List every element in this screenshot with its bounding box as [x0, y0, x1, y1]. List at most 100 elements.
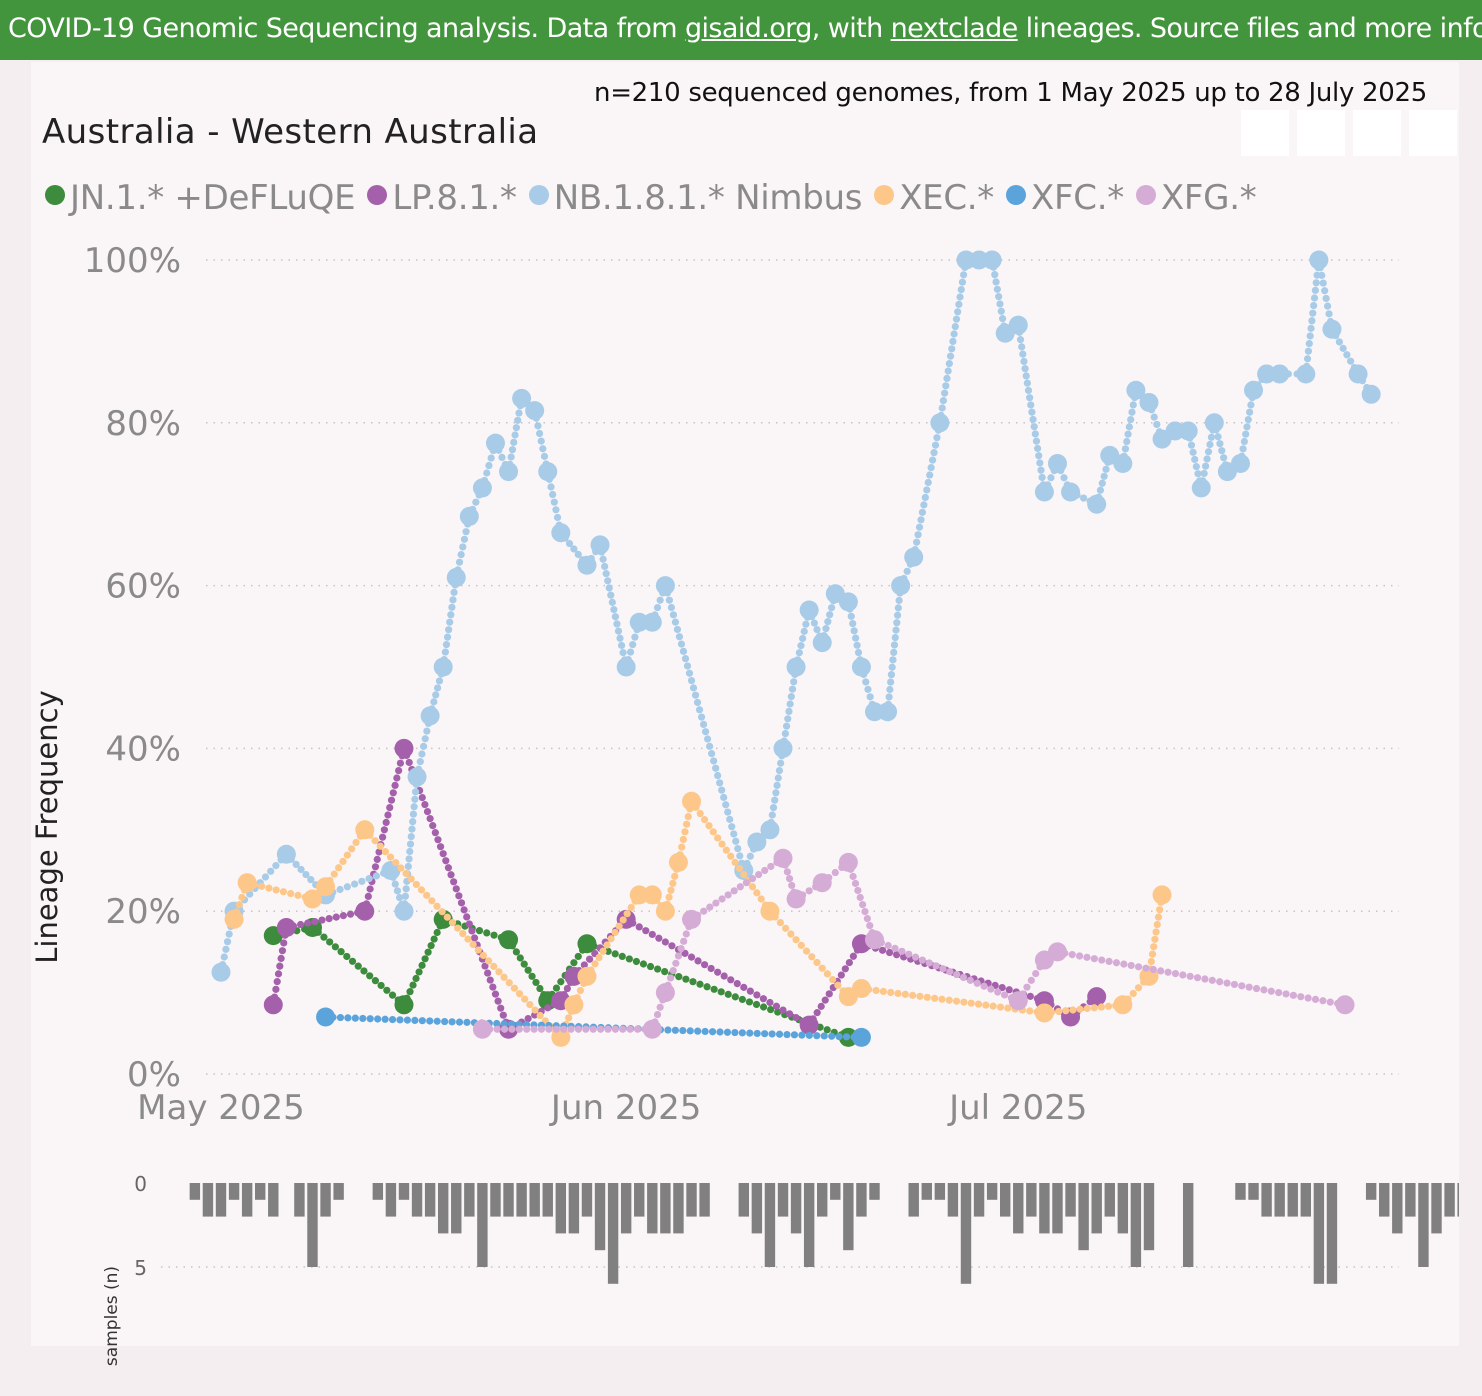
legend-swatch — [45, 185, 65, 205]
series-dot — [626, 648, 635, 656]
series-dot — [1218, 447, 1226, 455]
gisaid-link[interactable]: gisaid.org — [684, 13, 812, 44]
series-dot — [1200, 469, 1208, 478]
data-point — [564, 995, 584, 1015]
series-dot — [532, 978, 540, 987]
series-dot — [619, 916, 627, 924]
series-dot — [1083, 953, 1091, 961]
series-dot — [391, 781, 399, 790]
series-dot — [939, 397, 948, 405]
nextclade-link[interactable]: nextclade — [890, 13, 1019, 44]
series-dot — [484, 957, 493, 965]
series-dot — [683, 662, 692, 670]
data-point — [642, 885, 662, 905]
samples-bar — [660, 1183, 671, 1234]
series-dot — [675, 973, 683, 981]
samples-bar — [1379, 1183, 1390, 1217]
series-dot — [619, 649, 627, 657]
series-dot — [746, 987, 754, 995]
series-dot — [457, 550, 465, 559]
series-dot — [982, 1001, 990, 1009]
toolbar-slot-4[interactable] — [1409, 110, 1457, 156]
series-dot — [813, 625, 821, 634]
series-dot — [837, 971, 845, 979]
series-dot — [1127, 961, 1135, 970]
legend-item[interactable]: JN.1.* +DeFLuQE — [45, 178, 356, 218]
toolbar-slot-2[interactable] — [1297, 110, 1345, 156]
series-dot — [813, 958, 821, 967]
series-dot — [748, 875, 757, 883]
series-dot — [444, 864, 453, 872]
series-dot — [374, 1015, 382, 1023]
series-dot — [1187, 441, 1196, 449]
series-dot — [856, 893, 864, 902]
series-dot — [304, 919, 312, 927]
series-dot — [761, 866, 769, 875]
data-point — [211, 962, 231, 982]
series-dot — [996, 300, 1004, 308]
legend-item[interactable]: NB.1.8.1.* Nimbus — [528, 178, 862, 218]
series-dot — [734, 844, 742, 853]
legend-item[interactable]: LP.8.1.* — [367, 178, 517, 218]
series-dot — [656, 596, 664, 604]
series-dot — [866, 693, 874, 701]
series-dot — [455, 558, 464, 566]
series-dot — [973, 979, 981, 987]
series-dot — [463, 1018, 471, 1026]
series-dot — [938, 404, 946, 412]
series-dot — [330, 870, 338, 878]
series-dot — [667, 886, 675, 894]
series-dot — [631, 633, 639, 641]
data-point — [760, 820, 780, 840]
series-dot — [396, 1016, 404, 1024]
series-dot — [545, 1025, 553, 1033]
series-dot — [987, 985, 995, 993]
series-dot — [665, 596, 674, 604]
series-dot — [779, 1006, 787, 1014]
data-point — [1047, 942, 1067, 962]
series-dot — [1309, 309, 1317, 317]
series-dot — [829, 975, 837, 984]
series-dot — [497, 1004, 505, 1012]
series-dot — [335, 864, 343, 872]
data-point — [577, 555, 597, 575]
series-dot — [1068, 951, 1076, 959]
series-dot — [500, 973, 508, 981]
series-dot — [730, 887, 738, 895]
series-dot — [997, 307, 1005, 315]
toolbar-slot-3[interactable] — [1353, 110, 1401, 156]
series-dot — [1083, 1004, 1091, 1013]
series-dot — [786, 700, 794, 708]
legend-item[interactable]: XEC.* — [874, 178, 994, 218]
toolbar-slot-1[interactable] — [1241, 110, 1289, 156]
series-dot — [834, 981, 842, 989]
legend-item[interactable]: XFG.* — [1135, 178, 1257, 218]
series-dot — [1242, 430, 1250, 438]
series-dot — [1282, 990, 1290, 998]
data-point — [668, 852, 688, 872]
x-tick-label: Jun 2025 — [549, 1088, 701, 1128]
series-dot — [462, 528, 470, 536]
series-dot — [802, 620, 810, 628]
series-dot — [694, 1027, 702, 1035]
series-dot — [614, 627, 623, 635]
series-dot — [406, 988, 414, 996]
series-dot — [949, 337, 957, 345]
data-point — [551, 523, 571, 543]
series-dot — [1129, 989, 1137, 998]
legend-item[interactable]: XFC.* — [1006, 178, 1124, 218]
samples-bar — [372, 1183, 384, 1200]
data-point — [564, 966, 584, 986]
data-point — [1244, 380, 1264, 400]
series-dot — [724, 990, 732, 998]
series-dot — [547, 483, 555, 491]
series-dot — [604, 947, 612, 955]
series-dot — [845, 958, 853, 967]
series-dot — [604, 577, 612, 585]
series-dot — [1267, 987, 1275, 995]
series-dot — [1033, 444, 1042, 453]
series-dot — [931, 994, 939, 1002]
series-dot — [508, 446, 517, 454]
data-point — [930, 413, 950, 433]
series-dot — [669, 879, 677, 887]
